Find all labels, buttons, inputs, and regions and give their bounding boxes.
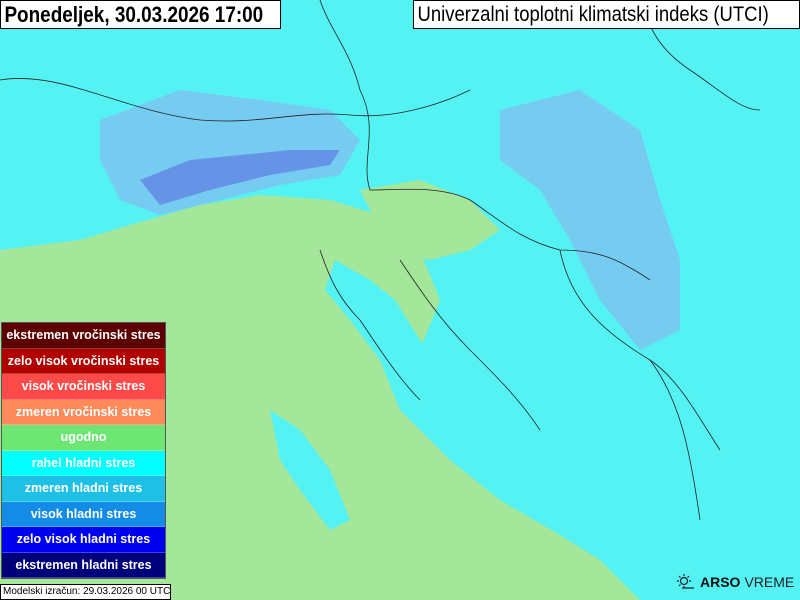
legend-item-strong-heat: visok vročinski stres <box>2 374 165 400</box>
product-title-box: Univerzalni toplotni klimatski indeks (U… <box>413 0 800 29</box>
legend-item-strong-cold: visok hladni stres <box>2 501 165 527</box>
strong-cold-alps <box>140 150 340 205</box>
legend-item-very-strong-heat: zelo visok vročinski stres <box>2 348 165 374</box>
brand-vreme: VREME <box>744 574 795 590</box>
legend-item-moderate-cold: zmeren hladni stres <box>2 476 165 502</box>
legend-item-slight-cold: rahel hladni stres <box>2 450 165 476</box>
utci-legend: ekstremen vročinski stres zelo visok vro… <box>1 322 166 579</box>
adriatic-sea <box>325 260 620 560</box>
comfortable-area-slovenia-croatia <box>360 180 500 260</box>
arso-vreme-logo: ARSO VREME <box>676 572 794 592</box>
legend-item-comfortable: ugodno <box>2 425 165 451</box>
legend-item-very-strong-cold: zelo visok hladni stres <box>2 527 165 553</box>
slight-cold-patch-tyrrhenian <box>270 410 350 530</box>
legend-item-extreme-heat: ekstremen vročinski stres <box>2 323 165 349</box>
brand-arso: ARSO <box>700 574 741 590</box>
sun-cloud-icon <box>677 574 694 589</box>
legend-item-extreme-cold: ekstremen hladni stres <box>2 552 165 578</box>
moderate-cold-pannonia <box>500 90 680 350</box>
forecast-datetime: Ponedeljek, 30.03.2026 17:00 <box>4 2 264 27</box>
forecast-datetime-box: Ponedeljek, 30.03.2026 17:00 <box>0 0 281 29</box>
legend-item-moderate-heat: zmeren vročinski stres <box>2 399 165 425</box>
product-title: Univerzalni toplotni klimatski indeks (U… <box>417 3 769 26</box>
model-run-label: Modelski izračun: 29.03.2026 00 UTC <box>0 584 171 600</box>
